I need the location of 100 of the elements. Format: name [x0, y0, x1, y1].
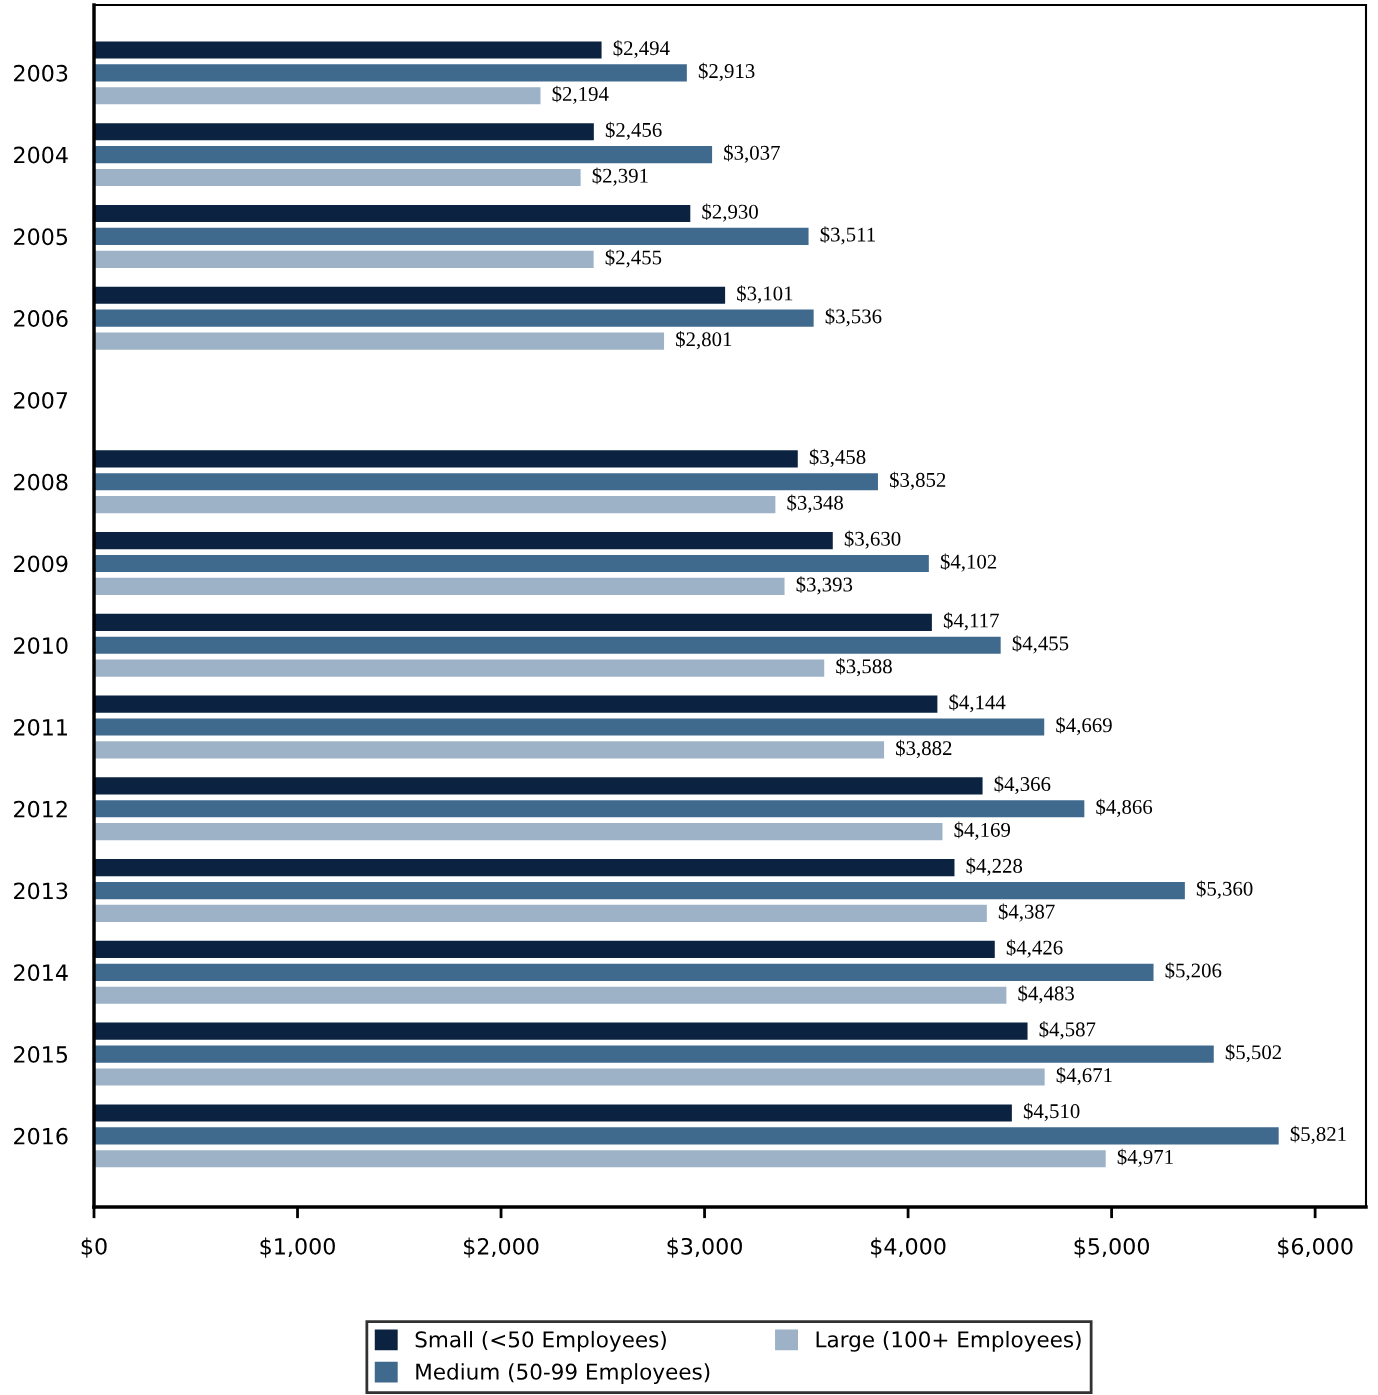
- bar: [94, 309, 814, 327]
- legend-label: Large (100+ Employees): [816, 1330, 1081, 1352]
- bar: [94, 146, 713, 164]
- x-tick-label: $2,000: [464, 1237, 539, 1258]
- y-tick-label: 2004: [14, 146, 68, 164]
- data-label: $2,913: [698, 62, 755, 82]
- y-tick-label: 2007: [14, 391, 68, 409]
- data-label: $4,426: [1006, 939, 1063, 958]
- bar: [94, 473, 878, 491]
- bar: [94, 532, 833, 550]
- data-label: $4,455: [1012, 635, 1069, 654]
- bar: [94, 496, 776, 514]
- data-label: $4,866: [1096, 798, 1153, 817]
- bar: [94, 859, 955, 877]
- data-label: $3,101: [737, 285, 793, 304]
- data-label: $4,587: [1039, 1021, 1096, 1040]
- bar: [94, 168, 581, 187]
- bar: [94, 41, 602, 59]
- data-label: $5,502: [1225, 1044, 1282, 1063]
- bar: [94, 659, 825, 677]
- x-tick-label: $3,000: [667, 1237, 742, 1258]
- bar: [94, 64, 687, 82]
- y-tick-label: 2014: [14, 964, 68, 982]
- data-label: $3,511: [820, 226, 875, 245]
- data-label: $5,206: [1165, 962, 1222, 981]
- y-tick-label: 2015: [14, 1046, 68, 1063]
- data-label: $3,882: [896, 739, 952, 759]
- y-tick-label: 2016: [14, 1127, 68, 1145]
- data-label: $2,391: [592, 167, 648, 186]
- bar: [94, 777, 983, 795]
- bar: [94, 1104, 1012, 1122]
- bar: [94, 823, 943, 841]
- data-label: $4,483: [1018, 985, 1074, 1004]
- bar: [94, 1045, 1214, 1063]
- bar: [94, 613, 932, 631]
- y-tick-label: 2012: [14, 800, 67, 818]
- data-label: $3,393: [796, 576, 853, 595]
- data-label: $4,169: [954, 821, 1011, 840]
- bar: [94, 204, 691, 223]
- data-label: $3,348: [787, 494, 843, 513]
- x-tick-label: $5,000: [1074, 1237, 1149, 1258]
- bar: [94, 940, 995, 959]
- bar: [94, 554, 929, 573]
- bar: [94, 1127, 1279, 1145]
- bar: [94, 695, 938, 713]
- bar: [94, 904, 987, 923]
- bar: [94, 227, 809, 245]
- y-tick-label: 2011: [14, 718, 67, 736]
- x-tick-label: $6,000: [1278, 1237, 1353, 1258]
- bar: [94, 800, 1085, 818]
- data-label: $2,801: [676, 330, 732, 350]
- data-label: $3,852: [889, 471, 946, 490]
- bar: [94, 718, 1045, 736]
- data-label: $3,588: [836, 658, 892, 677]
- data-label: $4,971: [1117, 1148, 1173, 1167]
- y-tick-label: 2006: [14, 310, 68, 327]
- y-tick-label: 2013: [14, 882, 68, 900]
- bar: [94, 741, 885, 759]
- y-tick-label: 2003: [14, 64, 68, 82]
- data-label: $3,037: [724, 144, 780, 163]
- data-label: $4,510: [1023, 1102, 1080, 1122]
- data-label: $2,194: [552, 85, 609, 104]
- data-label: $4,117: [943, 612, 999, 631]
- data-label: $3,536: [825, 308, 882, 327]
- bar: [94, 450, 798, 468]
- data-label: $5,821: [1290, 1125, 1346, 1145]
- data-label: $4,366: [994, 775, 1051, 795]
- x-tick-label: $1,000: [260, 1237, 335, 1258]
- bar: [94, 1150, 1106, 1168]
- bar: [94, 286, 726, 304]
- data-label: $3,458: [809, 448, 866, 468]
- y-tick-label: 2010: [14, 637, 68, 655]
- bar: [94, 881, 1185, 900]
- data-label: $4,228: [966, 857, 1023, 876]
- bar: [94, 636, 1001, 654]
- x-tick-label: $0: [81, 1237, 107, 1258]
- data-label: $2,930: [702, 203, 758, 222]
- data-label: $4,102: [940, 553, 997, 572]
- data-label: $5,360: [1196, 880, 1253, 899]
- x-tick-label: $4,000: [871, 1237, 946, 1258]
- bar: [94, 1068, 1045, 1086]
- y-tick-label: 2008: [14, 473, 68, 491]
- y-tick-label: 2009: [14, 555, 68, 573]
- data-label: $2,456: [605, 121, 662, 140]
- data-label: $2,494: [613, 39, 670, 59]
- bar: [94, 1022, 1028, 1040]
- bar: [94, 577, 785, 595]
- data-label: $4,669: [1056, 716, 1112, 736]
- legend-label: Medium (50-99 Employees): [416, 1363, 710, 1384]
- bar: [94, 123, 594, 141]
- bar: [94, 250, 594, 268]
- bar: [94, 332, 665, 350]
- legend-label: Small (<50 Employees): [415, 1330, 666, 1352]
- bar: [94, 963, 1154, 981]
- data-label: $4,387: [998, 903, 1055, 922]
- data-label: $4,144: [949, 694, 1006, 713]
- data-label: $4,671: [1056, 1066, 1112, 1086]
- data-label: $3,630: [844, 530, 901, 549]
- bar: [94, 986, 1007, 1004]
- data-label: $2,455: [605, 249, 662, 268]
